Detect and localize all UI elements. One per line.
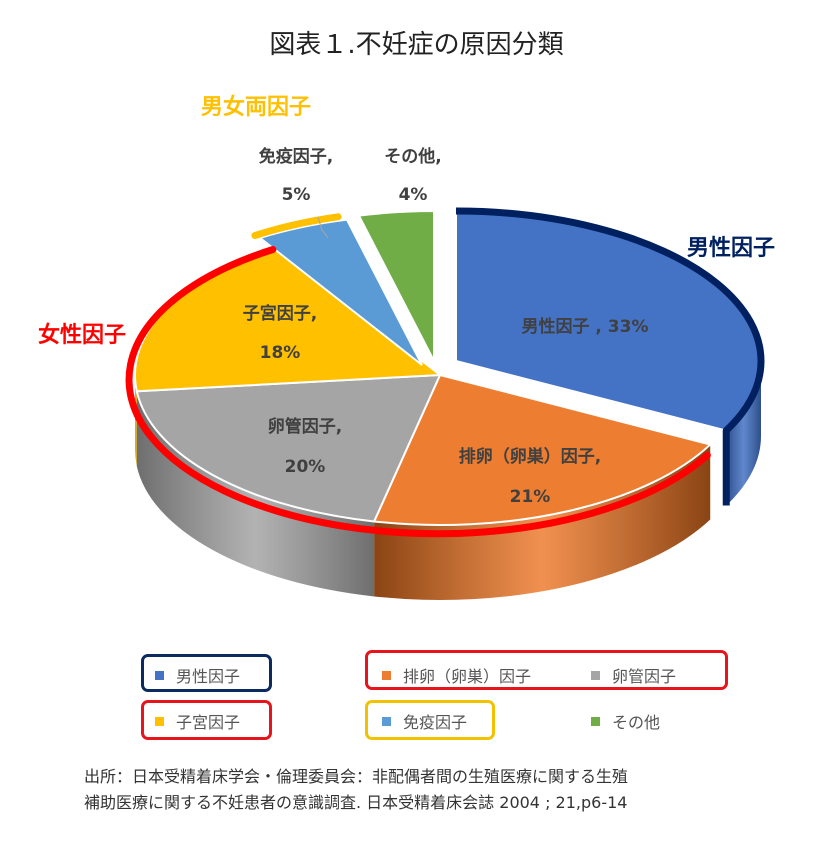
data-label-tube-pct: 20% bbox=[285, 457, 326, 477]
legend-swatch-immune bbox=[382, 716, 391, 726]
legend-swatch-ovary bbox=[382, 670, 391, 680]
data-label-uterus-pct: 18% bbox=[260, 343, 301, 363]
pie-chart: 男性因子 , 33% 排卵（卵巣）因子, 21% 卵管因子, 20% 子宮因子, 18% 免疫… bbox=[38, 94, 775, 600]
data-label-male: 男性因子 , 33% bbox=[522, 316, 649, 337]
callout-male: 男性因子 bbox=[687, 236, 775, 261]
legend-item-tube: 卵管因子 bbox=[591, 663, 676, 687]
data-label-uterus: 子宮因子, bbox=[243, 303, 317, 324]
female-outline bbox=[125, 246, 711, 538]
legend-outline-male bbox=[141, 654, 272, 692]
legend-label: 免疫因子 bbox=[403, 713, 468, 732]
pie-slice-2 bbox=[135, 373, 442, 523]
data-label-ovary-pct: 21% bbox=[510, 487, 551, 507]
legend-item-other: その他 bbox=[591, 709, 660, 733]
legend-item-immune: 免疫因子 bbox=[382, 709, 467, 733]
data-label-ovary: 排卵（卵巣）因子, bbox=[459, 446, 601, 467]
legend-swatch-tube bbox=[591, 670, 600, 680]
legend-item-male: 男性因子 bbox=[155, 663, 240, 687]
callout-female: 女性因子 bbox=[38, 322, 126, 348]
legend-outline-uterus bbox=[141, 700, 272, 740]
data-label-immune-pct: 5% bbox=[282, 185, 311, 205]
legend-label: 卵管因子 bbox=[612, 667, 677, 686]
legend-outline-immune bbox=[365, 700, 495, 740]
data-label-other-pct: 4% bbox=[399, 185, 428, 205]
legend-label: 子宮因子 bbox=[176, 713, 241, 732]
legend-label: 排卵（卵巣）因子 bbox=[403, 667, 532, 686]
both-outline bbox=[251, 213, 342, 240]
legend-item-ovary: 排卵（卵巣）因子 bbox=[382, 663, 531, 687]
pie-side-2 bbox=[136, 391, 375, 597]
source-line-2: 補助医療に関する不妊患者の意識調査. 日本受精着床会誌 2004 ; 21,p6… bbox=[84, 793, 628, 812]
legend-label: 男性因子 bbox=[176, 667, 241, 686]
data-label-other: その他, bbox=[384, 146, 441, 167]
callout-both: 男女両因子 bbox=[201, 94, 311, 120]
pie-slice-1 bbox=[372, 373, 713, 526]
male-outline bbox=[455, 207, 765, 506]
legend-swatch-male bbox=[155, 670, 164, 680]
legend-swatch-uterus bbox=[155, 716, 164, 726]
chart-title: 図表１.不妊症の原因分類 bbox=[269, 30, 564, 60]
legend-item-uterus: 子宮因子 bbox=[155, 709, 240, 733]
leader-line bbox=[317, 216, 329, 239]
legend-label: その他 bbox=[612, 713, 661, 732]
pie-side-3 bbox=[135, 375, 137, 467]
source-line-1: 出所：日本受精着床学会・倫理委員会：非配偶者間の生殖医療に関する生殖 bbox=[84, 767, 629, 786]
pie-slice-5 bbox=[357, 209, 435, 362]
pie-slice-4 bbox=[257, 218, 423, 366]
data-label-tube: 卵管因子, bbox=[268, 416, 342, 437]
chart-legend: 男性因子 排卵（卵巣）因子 卵管因子 子宮因子 免疫因子 その他 bbox=[0, 650, 833, 750]
legend-outline-ovary-tube bbox=[365, 650, 728, 690]
source-citation: 出所：日本受精着床学会・倫理委員会：非配偶者間の生殖医療に関する生殖 補助医療に… bbox=[84, 764, 628, 816]
data-label-immune: 免疫因子, bbox=[259, 146, 333, 167]
legend-swatch-other bbox=[591, 716, 600, 726]
